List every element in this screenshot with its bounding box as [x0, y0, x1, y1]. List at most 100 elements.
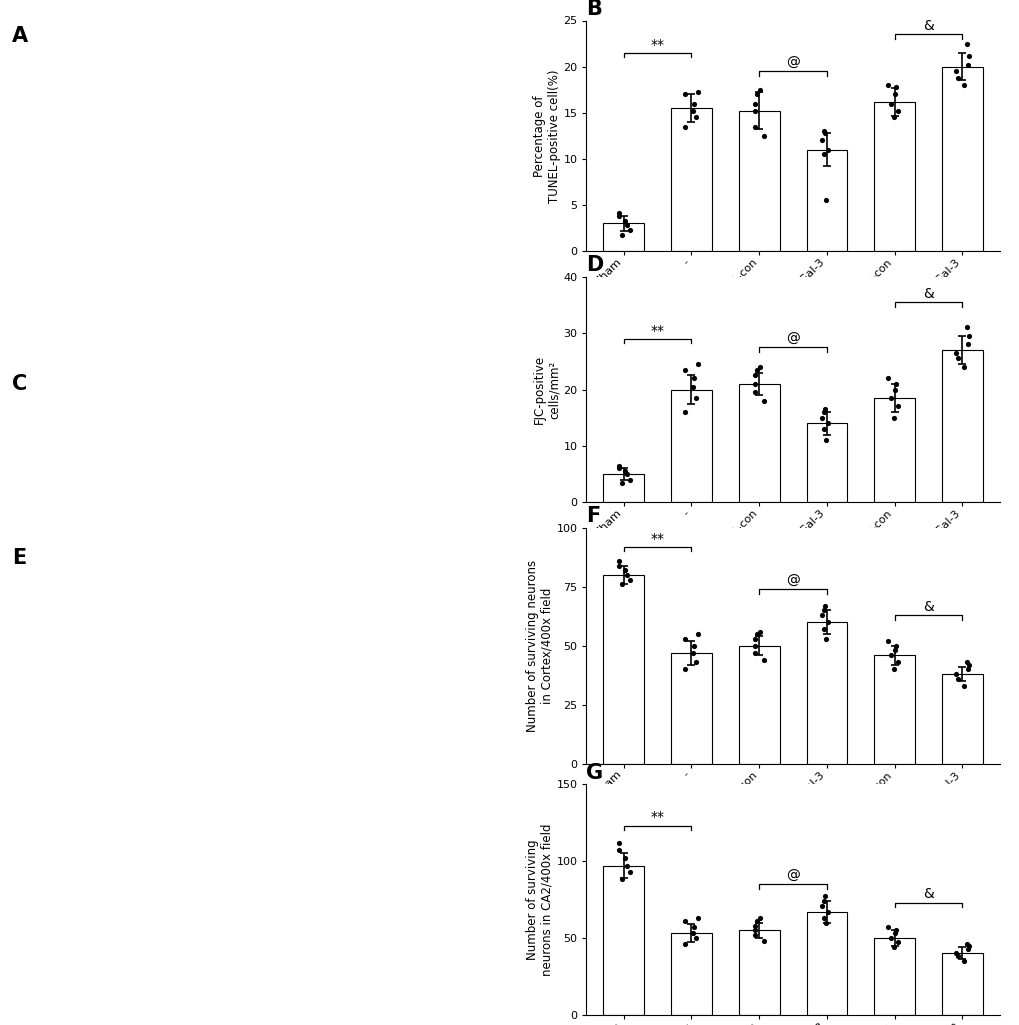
Point: [815, 603, 832, 619]
Point: [686, 370, 702, 386]
Bar: [671, 933, 711, 1015]
Point: [819, 904, 836, 920]
Point: [755, 933, 771, 949]
Point: [813, 607, 829, 623]
Y-axis label: Number of surviving
neurons in CA2/400x field: Number of surviving neurons in CA2/400x …: [525, 823, 553, 976]
Point: [619, 857, 635, 873]
Bar: [806, 423, 847, 502]
Point: [677, 630, 693, 647]
Point: [613, 475, 630, 491]
Bar: [806, 150, 847, 251]
Y-axis label: Percentage of
TUNEL-positive cell(%): Percentage of TUNEL-positive cell(%): [532, 69, 560, 203]
Point: [688, 930, 704, 946]
Point: [886, 409, 902, 426]
Point: [886, 939, 902, 955]
Text: **: **: [650, 811, 664, 824]
Point: [746, 922, 762, 939]
Point: [960, 47, 976, 64]
Bar: [806, 912, 847, 1015]
Point: [619, 465, 635, 483]
Point: [613, 576, 630, 592]
Text: &: &: [922, 600, 933, 614]
Point: [677, 404, 693, 420]
Point: [684, 645, 700, 661]
Bar: [671, 109, 711, 251]
Point: [746, 917, 762, 934]
Bar: [738, 111, 779, 251]
Point: [819, 141, 836, 158]
Point: [610, 558, 627, 574]
Point: [813, 132, 829, 149]
Point: [677, 86, 693, 102]
Point: [686, 918, 702, 935]
Point: [887, 375, 903, 392]
Point: [746, 375, 762, 392]
Point: [610, 460, 627, 477]
Point: [616, 212, 633, 229]
Point: [748, 912, 764, 929]
Point: [816, 401, 833, 417]
Point: [955, 953, 971, 970]
Point: [677, 661, 693, 678]
Point: [949, 70, 965, 86]
Bar: [873, 655, 914, 764]
Point: [746, 367, 762, 383]
Point: [959, 941, 975, 957]
Point: [622, 472, 638, 488]
Point: [689, 625, 705, 642]
Point: [684, 378, 700, 395]
Bar: [873, 398, 914, 502]
Point: [619, 217, 635, 234]
Bar: [806, 622, 847, 764]
Text: ICH: ICH: [815, 561, 837, 574]
Point: [746, 118, 762, 134]
Point: [881, 647, 898, 663]
Point: [689, 910, 705, 927]
Point: [746, 638, 762, 654]
Point: [959, 336, 975, 353]
Point: [815, 123, 832, 139]
Point: [817, 193, 834, 209]
Point: [886, 109, 902, 125]
Point: [949, 948, 965, 965]
Text: A: A: [12, 26, 29, 46]
Point: [890, 399, 906, 415]
Text: C: C: [12, 374, 28, 395]
Point: [887, 922, 903, 939]
Point: [610, 834, 627, 851]
Point: [881, 930, 898, 946]
Point: [958, 320, 974, 336]
Point: [613, 871, 630, 888]
Point: [746, 384, 762, 401]
Point: [677, 936, 693, 952]
Point: [886, 381, 902, 398]
Point: [949, 351, 965, 367]
Bar: [671, 390, 711, 502]
Point: [816, 125, 833, 141]
Point: [879, 77, 896, 93]
Point: [955, 77, 971, 93]
Point: [886, 661, 902, 678]
Point: [616, 850, 633, 866]
Point: [955, 678, 971, 694]
Text: @: @: [786, 869, 799, 883]
Point: [684, 925, 700, 941]
Y-axis label: Number of surviving neurons
in Cortex/400x field: Number of surviving neurons in Cortex/40…: [525, 560, 553, 732]
Point: [622, 863, 638, 879]
Point: [677, 118, 693, 134]
Point: [879, 632, 896, 649]
Text: &: &: [922, 287, 933, 301]
Point: [748, 625, 764, 642]
Point: [948, 344, 964, 361]
Point: [886, 643, 902, 659]
Point: [610, 552, 627, 569]
Point: [948, 666, 964, 683]
Bar: [942, 674, 981, 764]
Point: [881, 390, 898, 406]
Point: [881, 95, 898, 112]
Point: [949, 670, 965, 687]
Point: [751, 359, 767, 375]
Point: [748, 86, 764, 102]
Point: [610, 208, 627, 224]
Point: [689, 83, 705, 99]
